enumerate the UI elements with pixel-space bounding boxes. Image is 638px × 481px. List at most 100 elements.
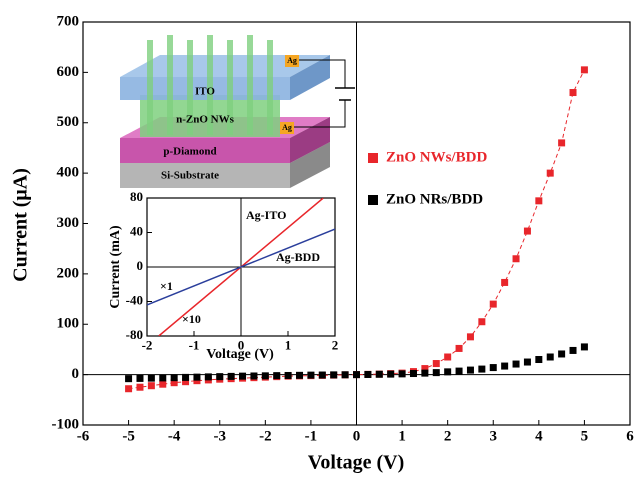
- marker: [398, 370, 406, 378]
- x-tick-label: -4: [168, 428, 181, 444]
- y-tick-label: -40: [126, 292, 143, 307]
- marker: [261, 372, 269, 380]
- x-tick-label: 0: [238, 337, 245, 352]
- x-tick-label: 2: [332, 337, 339, 352]
- marker: [136, 374, 144, 382]
- marker: [273, 372, 281, 380]
- annotation: ×10: [182, 312, 201, 326]
- y-tick-label: 600: [57, 64, 80, 80]
- marker: [125, 375, 133, 383]
- x-tick-label: -2: [142, 337, 153, 352]
- marker: [330, 371, 338, 379]
- x-tick-label: -3: [214, 428, 227, 444]
- marker: [136, 383, 144, 391]
- marker: [341, 371, 349, 379]
- series-label: Ag-BDD: [276, 250, 320, 264]
- marker: [147, 374, 155, 382]
- y-axis-label: Current (μA): [10, 168, 32, 282]
- marker: [546, 169, 554, 177]
- x-tick-label: -5: [122, 428, 135, 444]
- marker: [455, 344, 463, 352]
- diamond-front: [120, 138, 290, 163]
- marker: [193, 377, 201, 385]
- marker: [170, 379, 178, 387]
- marker: [375, 370, 383, 378]
- marker: [364, 370, 372, 378]
- marker: [523, 358, 531, 366]
- marker: [501, 362, 509, 370]
- marker: [455, 367, 463, 375]
- marker: [558, 350, 566, 358]
- x-tick-label: 1: [285, 337, 292, 352]
- marker: [204, 373, 212, 381]
- y-tick-label: 400: [57, 165, 80, 181]
- marker: [421, 369, 429, 377]
- marker: [307, 371, 315, 379]
- wire: [294, 100, 346, 128]
- marker: [421, 365, 429, 373]
- annotation: ×1: [160, 279, 173, 293]
- x-tick-label: 0: [353, 428, 361, 444]
- marker: [159, 380, 167, 388]
- marker: [466, 333, 474, 341]
- marker: [478, 318, 486, 326]
- inset-bg: [105, 190, 341, 362]
- x-tick-label: 5: [581, 428, 589, 444]
- marker: [250, 372, 258, 380]
- marker: [284, 371, 292, 379]
- marker: [489, 300, 497, 308]
- marker: [147, 382, 155, 390]
- marker: [523, 227, 531, 235]
- marker: [227, 372, 235, 380]
- marker: [432, 360, 440, 368]
- marker: [216, 373, 224, 381]
- marker: [512, 255, 520, 263]
- y-tick-label: 0: [72, 366, 80, 382]
- ito-side: [290, 55, 330, 100]
- x-tick-label: 3: [490, 428, 498, 444]
- marker: [478, 365, 486, 373]
- y-tick-label: 300: [57, 215, 80, 231]
- y-tick-label: 40: [130, 223, 143, 238]
- label: p-Diamond: [163, 146, 216, 158]
- marker: [387, 370, 395, 378]
- marker: [182, 373, 190, 381]
- marker: [182, 378, 190, 386]
- marker: [535, 197, 543, 205]
- legend-swatch: [368, 195, 378, 205]
- marker: [489, 364, 497, 372]
- substrate-front: [120, 163, 290, 188]
- x-tick-label: -1: [305, 428, 318, 444]
- y-tick-label: -80: [126, 327, 143, 342]
- x-axis-label: Voltage (V): [308, 452, 404, 474]
- y-tick-label: 700: [57, 13, 80, 29]
- x-tick-label: 4: [535, 428, 543, 444]
- marker: [409, 370, 417, 378]
- marker: [444, 368, 452, 376]
- marker: [466, 366, 474, 374]
- y-tick-label: 200: [57, 265, 80, 281]
- label: Si-Substrate: [161, 170, 219, 182]
- y-tick-label: 500: [57, 114, 80, 130]
- x-tick-label: 6: [626, 428, 634, 444]
- y-tick-label: 80: [130, 189, 143, 204]
- marker: [193, 373, 201, 381]
- marker: [580, 66, 588, 74]
- marker: [318, 371, 326, 379]
- label: n-ZnO NWs: [176, 114, 234, 126]
- legend-swatch: [368, 153, 378, 163]
- marker: [170, 374, 178, 382]
- y-tick-label: -100: [52, 416, 80, 432]
- ag-contact: [280, 122, 294, 134]
- y-axis-label: Current (mA): [108, 225, 123, 309]
- marker: [125, 385, 133, 393]
- marker: [535, 356, 543, 364]
- device-diagram: ITO n-ZnO NWs p-Diamond Si-Substrate Ag …: [120, 35, 355, 188]
- series-label: Ag-ITO: [246, 208, 286, 222]
- y-tick-label: 0: [137, 258, 144, 273]
- x-tick-label: 1: [398, 428, 406, 444]
- marker: [296, 371, 304, 379]
- label: Ag: [287, 56, 297, 65]
- x-axis-label: Voltage (V): [206, 347, 274, 362]
